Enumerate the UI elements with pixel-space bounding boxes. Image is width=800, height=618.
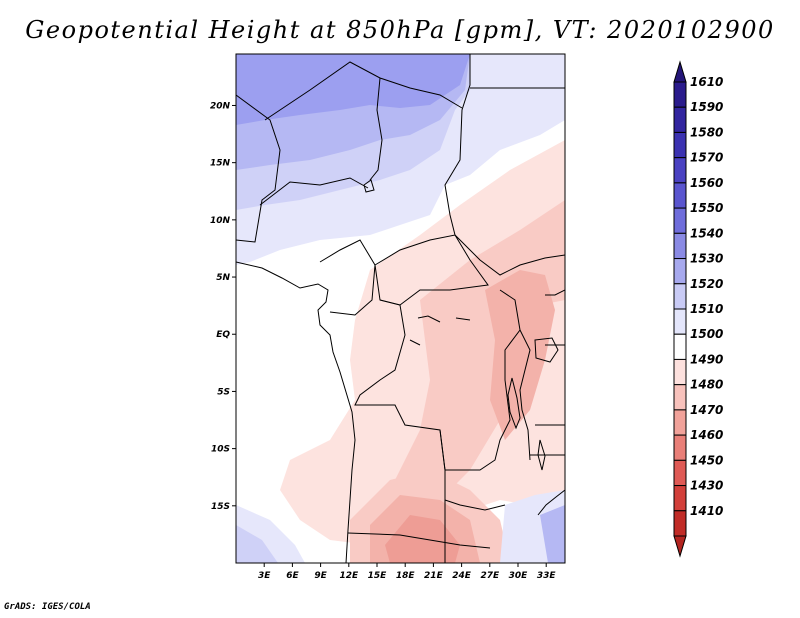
colorbar-label: 1530 — [690, 252, 723, 266]
colorbar-swatch — [673, 131, 687, 159]
colorbar-label: 1520 — [690, 277, 723, 291]
colorbar-swatch — [673, 81, 687, 108]
longitude-axis: 3E 6E 9E 12E 15E 18E 21E 24E 27E 30E 33E — [258, 563, 556, 581]
colorbar-label: 1550 — [690, 201, 723, 215]
colorbar-swatch — [673, 358, 687, 386]
colorbar-swatch — [673, 510, 687, 537]
lake-victoria — [534, 337, 559, 363]
lon-tick-label: 18E — [396, 571, 416, 581]
political-boundaries — [236, 54, 565, 563]
lon-tick-label: 3E — [258, 571, 271, 581]
colorbar-swatch — [673, 283, 687, 310]
lat-tick-label: 15N — [210, 159, 231, 169]
lake-chad — [363, 179, 375, 193]
border-cameroon — [319, 239, 376, 316]
colorbar-swatch — [673, 409, 687, 436]
lon-tick-label: 24E — [452, 571, 472, 581]
colorbar-label: 1590 — [690, 100, 723, 114]
contour-1500 — [280, 140, 565, 545]
colorbar-swatch — [673, 434, 687, 461]
colorbar-label: 1570 — [690, 151, 723, 165]
colorbar-swatch — [673, 157, 687, 184]
map-panel: 20N 15N 10N 5N EQ 5S 10S 15S 3E 6E 9E 12E 15E 18E 21E… — [210, 53, 566, 581]
colorbar-swatch — [673, 459, 687, 487]
colorbar-label: 1580 — [690, 125, 723, 139]
border-sudan-south — [454, 234, 565, 276]
grads-credit: GrADS: IGES/COLA — [4, 602, 91, 612]
contour-1530-southwest — [236, 525, 278, 563]
map-frame — [235, 53, 566, 564]
colorbar-swatch — [673, 485, 687, 512]
colorbar-label: 1450 — [690, 453, 723, 467]
contour-1480 — [485, 270, 555, 440]
lon-tick-label: 33E — [537, 571, 557, 581]
lat-tick-label: 10S — [211, 445, 230, 455]
colorbar-label: 1430 — [690, 479, 723, 493]
lat-tick-label: 10N — [210, 216, 231, 226]
lon-tick-label: 27E — [480, 571, 500, 581]
coastline-east-africa — [537, 489, 565, 516]
colorbar-label: 1480 — [690, 378, 723, 392]
colorbar-label: 1500 — [690, 327, 723, 341]
colorbar-label: 1470 — [690, 403, 723, 417]
border-tanzania-lakes — [519, 329, 531, 461]
lake-tanganyika — [507, 377, 521, 430]
border-angola-zambia — [439, 429, 506, 511]
border-west-africa — [236, 94, 281, 243]
lat-tick-label: 5N — [216, 273, 230, 283]
lon-tick-label: 9E — [314, 571, 327, 581]
border-nigeria-niger — [259, 177, 369, 206]
colorbar-label: 1510 — [690, 302, 723, 316]
lon-tick-label: 30E — [509, 571, 529, 581]
colorbar-label: 1460 — [690, 428, 723, 442]
lat-tick-label: 20N — [210, 101, 231, 111]
colorbar-top-arrow — [673, 60, 687, 83]
colorbar-label: 1410 — [690, 504, 723, 518]
coastline — [236, 261, 356, 563]
lon-tick-label: 21E — [424, 571, 444, 581]
colorbar-swatch — [673, 258, 687, 285]
colorbar-swatch — [673, 384, 687, 411]
contour-1540-southeast — [540, 505, 565, 563]
border-libya-chad — [369, 77, 383, 181]
latitude-axis: 20N 15N 10N 5N EQ 5S 10S 15S — [210, 101, 236, 512]
border-chad-sudan — [444, 54, 471, 236]
colorbar-swatch — [673, 308, 687, 335]
colorbar-swatch — [673, 333, 687, 360]
colorbar-label: 1490 — [690, 352, 723, 366]
lat-tick-label: 15S — [211, 502, 230, 512]
colorbar-bottom-arrow — [673, 535, 687, 558]
colorbar-label: 1610 — [690, 75, 723, 89]
lat-tick-label: 5S — [217, 387, 230, 397]
colorbar-swatch — [673, 232, 687, 260]
lon-tick-label: 6E — [286, 571, 299, 581]
colorbar: 1610 1590 1580 1570 1560 1550 1540 1530 1520 1510… — [673, 60, 723, 558]
colorbar-swatch — [673, 106, 687, 133]
congo-river-shores — [409, 315, 471, 346]
colorbar-label: 1560 — [690, 176, 723, 190]
colorbar-swatch — [673, 207, 687, 234]
lon-tick-label: 12E — [339, 571, 359, 581]
border-namibia — [347, 532, 491, 549]
chart-title: Geopotential Height at 850hPa [gpm], VT:… — [25, 16, 775, 44]
lat-tick-label: EQ — [216, 330, 230, 340]
colorbar-label: 1540 — [690, 226, 723, 240]
colorbar-swatch — [673, 182, 687, 209]
lake-malawi — [537, 439, 546, 471]
lon-tick-label: 15E — [368, 571, 388, 581]
contour-1550-north — [236, 54, 470, 125]
